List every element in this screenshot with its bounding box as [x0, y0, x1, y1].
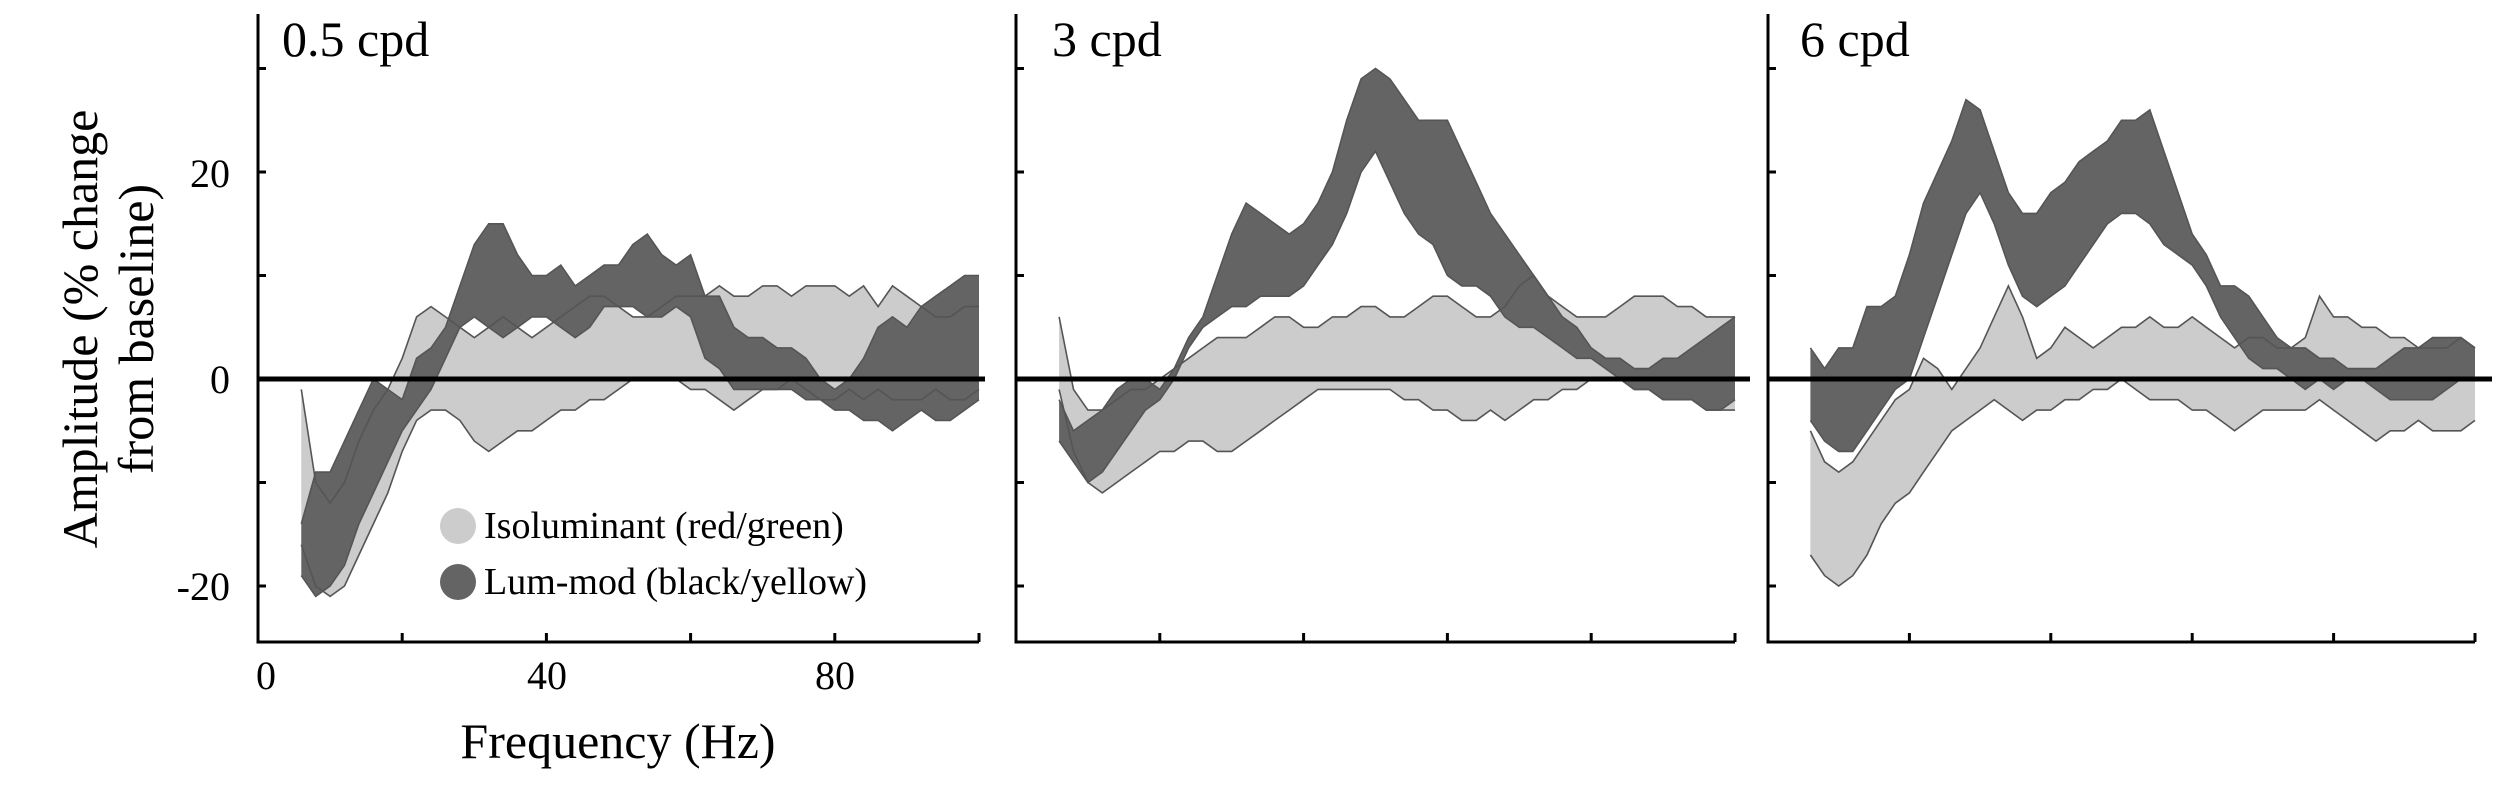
band-edge-upper: [1809, 283, 2476, 474]
band-edge-lower: [300, 305, 980, 598]
panel-title-3-cpd: 3 cpd: [1052, 11, 1162, 67]
panel-title-6-cpd: 6 cpd: [1800, 11, 1910, 67]
x-axis-label: Frequency (Hz): [460, 713, 776, 769]
legend-item-isoluminant: Isoluminant (red/green): [440, 498, 867, 554]
x-tick-label: 80: [815, 653, 855, 698]
legend-item-lum-mod: Lum-mod (black/yellow): [440, 554, 867, 610]
y-tick-label: -20: [176, 564, 230, 609]
band-edge-upper: [300, 284, 979, 505]
band-lum-mod: [301, 223, 979, 597]
panel-title-0-5-cpd: 0.5 cpd: [282, 11, 430, 67]
band-edge-upper: [1809, 98, 2476, 371]
band-edge-lower: [1809, 378, 2476, 587]
legend-swatch-light-icon: [440, 508, 476, 544]
y-axis-label-line1: Amplitude (% change: [52, 109, 108, 549]
band-edge-upper: [1058, 274, 1735, 411]
x-tick-label: 0: [256, 653, 276, 698]
legend-swatch-dark-icon: [440, 564, 476, 600]
legend-label: Isoluminant (red/green): [484, 505, 844, 547]
y-axis-label: Amplitude (% change from baseline): [8, 14, 208, 644]
legend: Isoluminant (red/green) Lum-mod (black/y…: [440, 498, 867, 610]
band-edge-upper: [300, 223, 979, 525]
band-lum-mod: [1059, 68, 1735, 483]
y-tick-label: 0: [210, 357, 230, 402]
legend-label: Lum-mod (black/yellow): [484, 561, 868, 603]
y-tick-label: 20: [190, 151, 230, 196]
band-lum-mod: [1810, 99, 2475, 452]
x-tick-label: 40: [527, 653, 567, 698]
band-edge-upper: [1058, 67, 1736, 433]
